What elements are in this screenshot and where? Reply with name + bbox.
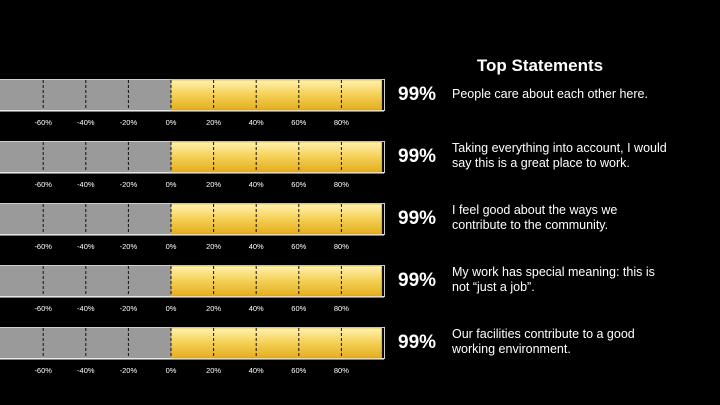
tick-label: -20% [120,118,138,127]
percent-label: 99% [398,332,437,353]
tick-label: 20% [206,304,221,313]
tick-label: 60% [291,180,306,189]
chart-title: Top Statements [476,56,604,75]
tick-label: -40% [77,366,95,375]
positive-bar [170,79,383,111]
tick-label: 60% [291,118,306,127]
tick-label: 60% [291,304,306,313]
tick-label: -40% [77,242,95,251]
tick-label: 40% [249,304,264,313]
statement-text: My work has special meaning: this is not… [452,265,655,294]
tick-label: 0% [166,304,177,313]
tick-label: 60% [291,366,306,375]
tick-label: 20% [206,180,221,189]
statement-text: People care about each other here. [452,87,648,101]
tick-label: -20% [120,242,138,251]
tick-label: -40% [77,304,95,313]
tick-label: -60% [34,118,52,127]
tick-label: 20% [206,118,221,127]
tick-label: 40% [249,242,264,251]
tick-label: 80% [334,304,349,313]
bar-chart-row: -60% -40% -20% 0% 20% 40% 60% 80% [0,265,385,313]
tick-label: 40% [249,118,264,127]
tick-label: 40% [249,366,264,375]
positive-bar [170,141,383,173]
tick-label: -60% [34,242,52,251]
bar-chart-row: -60% -40% -20% 0% 20% 40% 60% 80% [0,203,385,251]
tick-label: 0% [166,242,177,251]
bar-chart-row: -60% -40% -20% 0% 20% 40% 60% 80% [0,327,385,375]
tick-label: 80% [334,242,349,251]
percent-label: 99% [398,270,437,291]
statement-text: Our facilities contribute to a good work… [452,327,635,356]
bar-chart-row: -60% -40% -20% 0% 20% 40% 60% 80% [0,79,385,127]
tick-label: 0% [166,366,177,375]
tick-label: -20% [120,366,138,375]
tick-label: 20% [206,242,221,251]
positive-bar [170,265,383,297]
tick-label: -60% [34,304,52,313]
statement-row: -60% -40% -20% 0% 20% 40% 60% 80% 99% Our facilit… [0,326,720,386]
statement-text: I feel good about the ways we contribute… [452,203,618,232]
tick-label: 80% [334,180,349,189]
tick-label: -60% [34,366,52,375]
positive-bar [170,327,383,359]
tick-label: 40% [249,180,264,189]
statement-row: -60% -40% -20% 0% 20% 40% 60% 80% 99% I feel good… [0,202,720,262]
tick-label: -40% [77,118,95,127]
tick-label: -20% [120,180,138,189]
bar-chart-row: -60% -40% -20% 0% 20% 40% 60% 80% [0,141,385,189]
tick-label: 60% [291,242,306,251]
tick-label: -60% [34,180,52,189]
positive-bar [170,203,383,235]
tick-label: 80% [334,118,349,127]
tick-label: 0% [166,180,177,189]
statement-row: -60% -40% -20% 0% 20% 40% 60% 80% 99% Taking ever… [0,140,720,200]
statement-row: -60% -40% -20% 0% 20% 40% 60% 80% 99% My work has… [0,264,720,324]
tick-label: 20% [206,366,221,375]
statement-text: Taking everything into account, I would … [452,141,667,170]
percent-label: 99% [398,84,437,105]
percent-label: 99% [398,146,437,167]
tick-label: 0% [166,118,177,127]
tick-label: -40% [77,180,95,189]
tick-label: 80% [334,366,349,375]
percent-label: 99% [398,208,437,229]
statement-row: -60% -40% -20% 0% 20% 40% 60% 80% 99% People care… [0,78,720,138]
tick-label: -20% [120,304,138,313]
